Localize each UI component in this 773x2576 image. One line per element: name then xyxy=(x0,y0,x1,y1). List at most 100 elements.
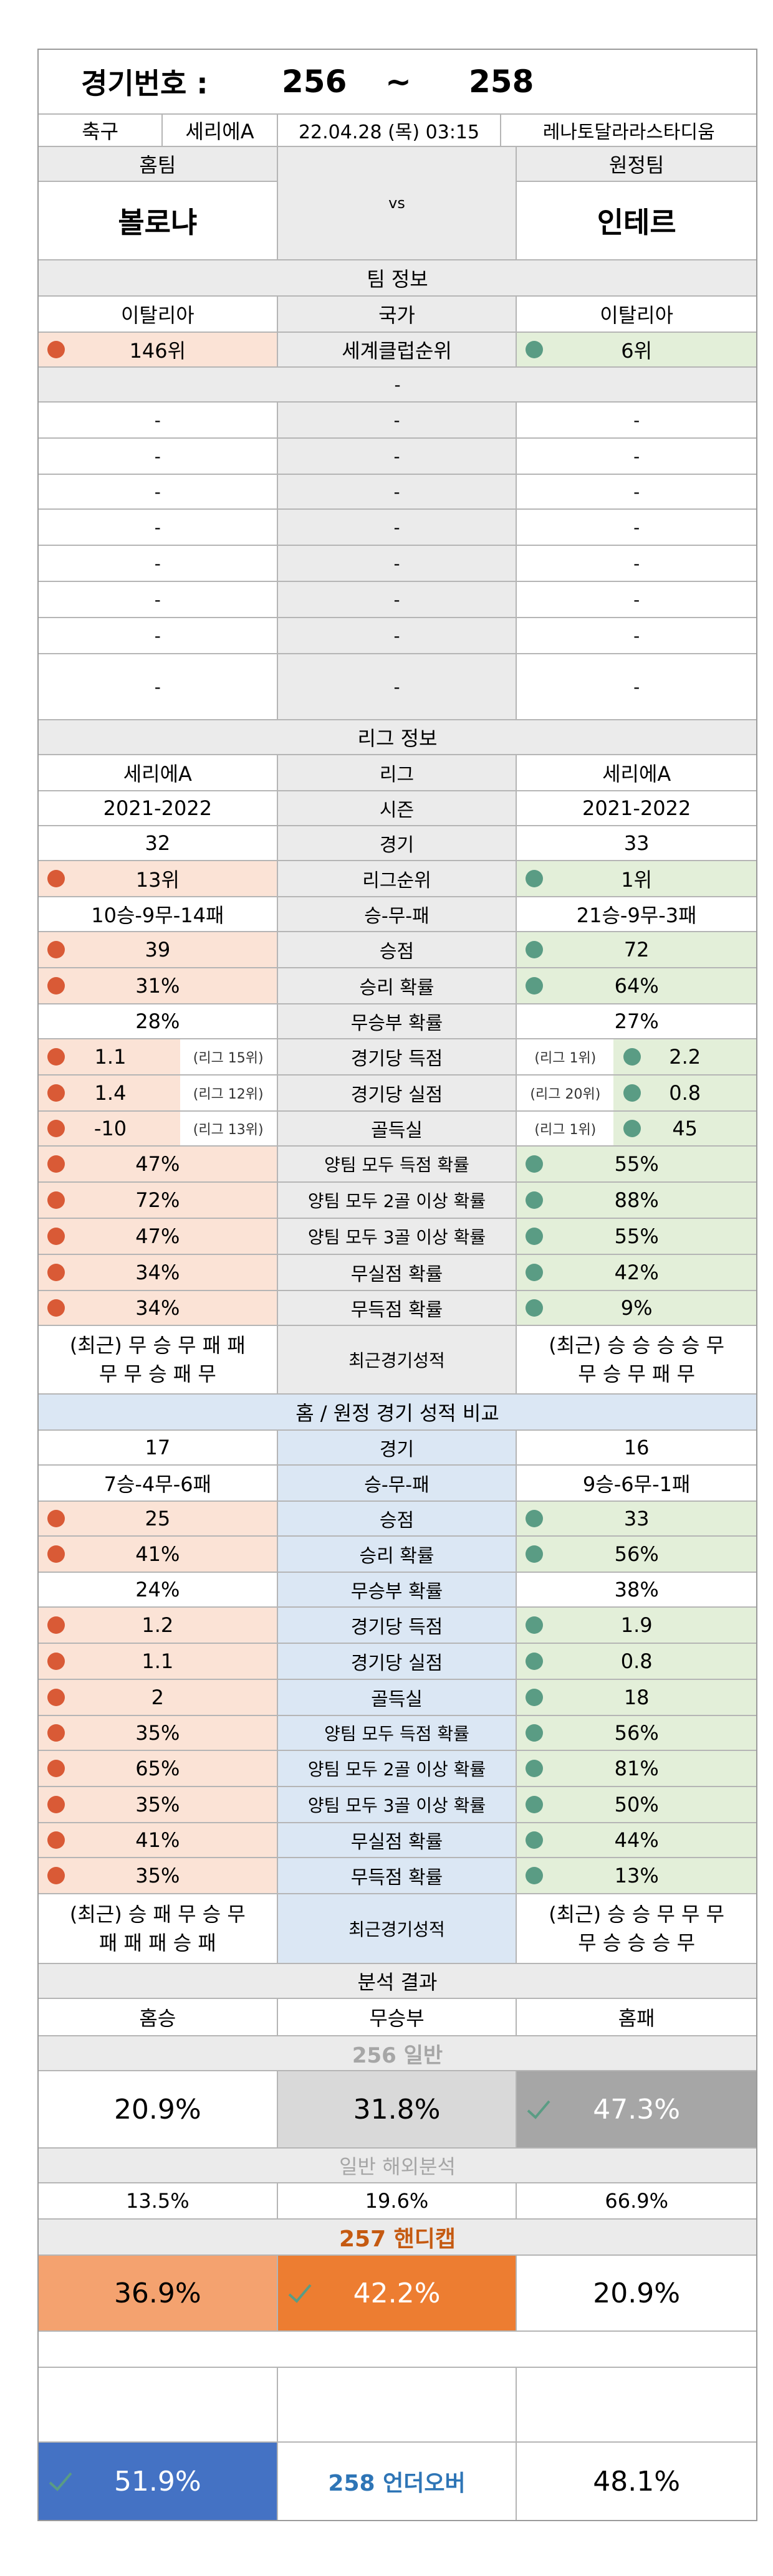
home-indicator-dot xyxy=(47,1831,65,1849)
away-indicator-dot xyxy=(526,1545,544,1563)
stat-label: 무실점 확률 xyxy=(277,1255,517,1290)
home-stat-value: 65% xyxy=(135,1757,180,1780)
away-blank: - xyxy=(633,481,640,502)
home-stat-cell: 25 xyxy=(39,1502,278,1535)
home-indicator-dot xyxy=(47,1120,65,1137)
stat-label: 경기당 득점 xyxy=(277,1608,517,1643)
home-stat-value: 35% xyxy=(135,1864,180,1887)
spacer-cell xyxy=(39,2332,756,2367)
home-stat-cell: 34% xyxy=(39,1255,278,1290)
away-stat-value: 55% xyxy=(614,1152,659,1176)
away-stat-value: 9승-6무-1패 xyxy=(582,1472,691,1496)
away-indicator-dot xyxy=(623,1084,641,1102)
away-club-rank-cell: 6위 xyxy=(517,333,756,366)
away-stat-cell: 21승-9무-3패 xyxy=(517,897,756,931)
label-blank: - xyxy=(277,582,517,617)
label-blank: - xyxy=(277,475,517,508)
stat-label: 경기 xyxy=(277,826,517,860)
away-stat-cell: 88% xyxy=(517,1183,756,1218)
underover-over: 48.1% xyxy=(593,2465,681,2497)
home-indicator-dot xyxy=(47,1048,65,1066)
home-stat-cell: 32 xyxy=(39,826,278,860)
away-indicator-dot xyxy=(526,1796,544,1813)
stat-row: 31% 승리 확률 64% xyxy=(39,968,756,1004)
away-blank: - xyxy=(633,676,640,697)
home-stat-value: 24% xyxy=(135,1578,180,1601)
home-indicator-dot xyxy=(47,870,65,887)
team-info-blank-header: - xyxy=(39,368,756,403)
stat-row: 35% 양팀 모두 득점 확률 56% xyxy=(39,1716,756,1751)
stat-row: 35% 무득점 확률 13% xyxy=(39,1858,756,1894)
general-draw: 31.8% xyxy=(277,2071,517,2147)
home-indicator-dot xyxy=(47,1084,65,1102)
home-stat-cell: 17 xyxy=(39,1431,278,1464)
away-stat-value: 56% xyxy=(614,1542,659,1566)
away-stat-cell: 50% xyxy=(517,1787,756,1822)
home-stat-value: 2 xyxy=(151,1686,165,1709)
away-stat-value: 21승-9무-3패 xyxy=(576,904,697,927)
away-stat-cell: 55% xyxy=(517,1147,756,1181)
home-stat-value: 1.4 xyxy=(94,1081,127,1105)
compare-rows: 17 경기 16 7승-4무-6패 승-무-패 9승-6무-1패 25 승점 33 41% 승리 확… xyxy=(39,1431,756,1894)
overseas-title-row: 일반 해외분석 xyxy=(39,2149,756,2183)
home-league-recent-line1: (최근) 무 승 무 패 패 xyxy=(69,1333,246,1357)
club-rank-label: 세계클럽순위 xyxy=(277,333,517,366)
title-row: 경기번호 : 256 ~ 258 xyxy=(39,50,756,115)
club-rank-row: 146위 세계클럽순위 6위 xyxy=(39,333,756,368)
handicap-draw: 42.2% xyxy=(353,2277,441,2309)
home-stat-value: 47% xyxy=(135,1152,180,1176)
away-stat-value: 81% xyxy=(614,1757,659,1780)
match-analysis-sheet: 경기번호 : 256 ~ 258 축구 세리에A 22.04.28 (목) 03… xyxy=(37,49,757,2521)
away-indicator-dot xyxy=(526,941,544,958)
check-icon xyxy=(49,2472,72,2491)
teams-block: 홈팀 볼로냐 vs 원정팀 인테르 xyxy=(39,147,756,260)
away-stat-cell: 44% xyxy=(517,1823,756,1857)
away-stat-value: 0.8 xyxy=(620,1649,653,1673)
stat-label: 골득실 xyxy=(277,1680,517,1715)
match-number-label: 경기번호 : xyxy=(81,67,208,100)
blank-row: --- xyxy=(39,510,756,546)
home-indicator-dot xyxy=(47,977,65,995)
country-row: 이탈리아 국가 이탈리아 xyxy=(39,297,756,333)
home-stat-value: 31% xyxy=(135,974,180,998)
home-stat-value: 32 xyxy=(145,831,171,855)
away-stat-cell: 33 xyxy=(517,1502,756,1535)
away-stat-cell: 1.9 xyxy=(517,1608,756,1643)
away-stat-cell: (리그 1위) 45 xyxy=(517,1112,756,1145)
stat-label: 승-무-패 xyxy=(277,1466,517,1500)
home-club-rank-cell: 146위 xyxy=(39,333,278,366)
versus: vs xyxy=(277,147,517,259)
away-stat-cell: 세리에A xyxy=(517,755,756,790)
spacer-row xyxy=(39,2332,756,2368)
stat-label: 양팀 모두 3골 이상 확률 xyxy=(277,1787,517,1822)
away-club-rank: 6위 xyxy=(621,339,653,363)
away-stat-cell: 9승-6무-1패 xyxy=(517,1466,756,1500)
match-number-tilde: ~ xyxy=(385,64,411,100)
stat-label: 양팀 모두 득점 확률 xyxy=(277,1716,517,1750)
home-stat-value: 1.2 xyxy=(142,1613,174,1637)
home-league-rank: (리그 13위) xyxy=(180,1112,277,1145)
away-stat-value: 2021-2022 xyxy=(582,796,691,820)
home-stat-cell: 2021-2022 xyxy=(39,791,278,825)
home-stat-cell: 세리에A xyxy=(39,755,278,790)
stat-label: 경기당 득점 xyxy=(277,1039,517,1074)
away-indicator-dot xyxy=(526,1510,544,1527)
stat-label: 경기당 실점 xyxy=(277,1076,517,1110)
away-blank: - xyxy=(633,589,640,610)
label-blank: - xyxy=(277,510,517,545)
away-blank: - xyxy=(633,517,640,538)
away-blank: - xyxy=(633,446,640,467)
stat-row: 35% 양팀 모두 3골 이상 확률 50% xyxy=(39,1787,756,1823)
draw-header: 무승부 xyxy=(278,1999,517,2035)
home-stat-value: 17 xyxy=(145,1436,171,1459)
overseas-draw: 19.6% xyxy=(278,2183,517,2218)
away-stat-value: 13% xyxy=(614,1864,659,1887)
stat-row: 1.1 (리그 15위) 경기당 득점 (리그 1위) 2.2 xyxy=(39,1039,756,1076)
match-datetime: 22.04.28 (목) 03:15 xyxy=(278,115,502,146)
blank-row: --- xyxy=(39,546,756,582)
away-stat-cell: 2021-2022 xyxy=(517,791,756,825)
label-blank: - xyxy=(277,654,517,719)
